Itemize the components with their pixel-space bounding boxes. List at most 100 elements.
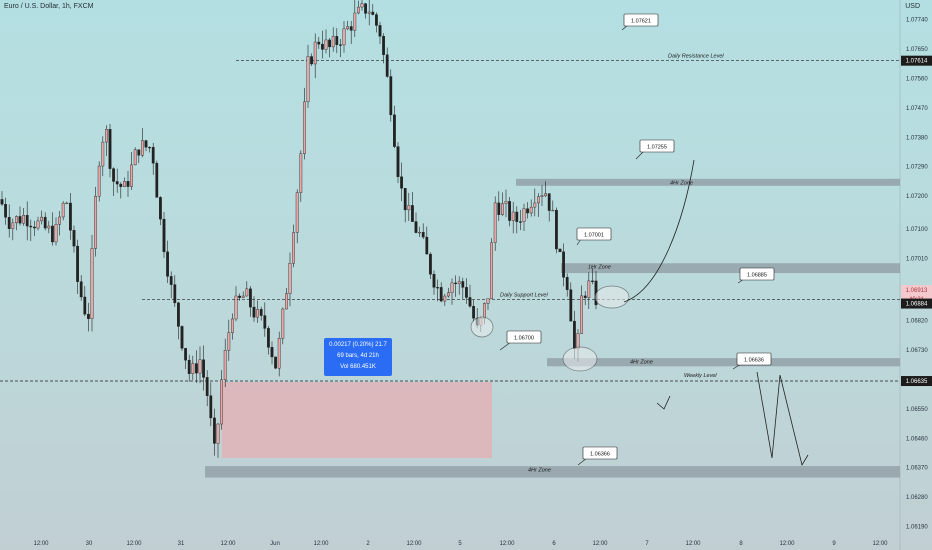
callout-label: 1.06885 <box>747 273 767 279</box>
candle-body <box>68 202 72 231</box>
y-tick-label: 1.06730 <box>906 348 928 354</box>
zone-rect <box>561 263 900 274</box>
candle-body <box>493 202 497 243</box>
x-tick-label: 31 <box>178 541 185 547</box>
y-tick-label: 1.07010 <box>906 256 928 262</box>
candle-body <box>25 215 29 227</box>
candle-body <box>450 282 454 293</box>
candle-body <box>587 280 591 298</box>
candle-body <box>86 313 90 319</box>
candle-body <box>331 36 335 48</box>
candle-body <box>241 295 245 298</box>
candle-body <box>227 332 231 351</box>
x-tick-label: 12:00 <box>779 541 795 547</box>
candle-body <box>7 217 11 229</box>
zone-rect <box>205 466 900 478</box>
candle-body <box>385 54 389 77</box>
candle-body <box>22 215 25 224</box>
candle-body <box>432 273 436 288</box>
candle-body <box>357 6 360 14</box>
zone-label: 4Hr Zone <box>670 180 693 186</box>
candle-body <box>220 379 223 425</box>
candle-body <box>490 242 493 299</box>
candle-body <box>429 253 432 275</box>
candle-body <box>151 147 155 164</box>
x-tick-label: 12:00 <box>406 541 422 547</box>
candle-body <box>169 276 173 285</box>
x-tick-label: Jun <box>270 541 280 547</box>
y-tick-label: 1.07290 <box>906 165 928 171</box>
candle-body <box>18 216 22 224</box>
candle-body <box>403 188 407 211</box>
candle-body <box>436 287 439 289</box>
candle-body <box>126 181 130 187</box>
y-tick-label: 1.06280 <box>906 495 928 501</box>
candle-body <box>101 141 105 167</box>
zone-label: 4Hr Zone <box>528 468 551 474</box>
candle-body <box>389 76 393 116</box>
candle-body <box>580 295 584 334</box>
candle-body <box>216 423 220 444</box>
callout-label: 1.07255 <box>647 145 667 151</box>
candle-body <box>223 350 227 380</box>
candle-body <box>130 164 133 187</box>
x-tick-label: 9 <box>832 541 836 547</box>
candle-body <box>522 208 526 222</box>
candle-body <box>155 162 159 198</box>
candle-body <box>158 197 162 220</box>
candle-body <box>61 202 65 218</box>
candle-body <box>33 226 36 229</box>
y-tick-label: 1.06190 <box>906 525 928 531</box>
checkmark-drawing <box>656 395 671 410</box>
candle-body <box>335 36 339 45</box>
candle-body <box>457 281 461 285</box>
candle-body <box>299 153 303 193</box>
candle-body <box>508 201 511 221</box>
forecast-curve <box>623 159 695 303</box>
candle-body <box>364 3 367 14</box>
candle-body <box>303 101 306 154</box>
zone-label: 4Hr Zone <box>630 360 653 366</box>
candle-body <box>339 44 342 46</box>
candle-body <box>191 363 195 374</box>
x-tick-label: 6 <box>552 541 556 547</box>
candle-body <box>353 12 357 31</box>
highlight-ellipse <box>594 285 630 309</box>
y-tick-label: 1.07200 <box>906 194 928 200</box>
x-tick-label: 7 <box>645 541 649 547</box>
highlight-ellipse <box>470 316 494 338</box>
candle-body <box>472 305 475 319</box>
x-tick-label: 12:00 <box>313 541 329 547</box>
callout-label: 1.06700 <box>514 336 534 342</box>
y-tick-label: 1.06460 <box>906 436 928 442</box>
price-tag-label: 1.06884 <box>906 302 928 308</box>
forecast-zigzag <box>756 371 809 467</box>
x-tick-label: 12:00 <box>33 541 49 547</box>
price-tag <box>901 298 932 309</box>
candle-body <box>576 333 580 349</box>
x-tick-label: 12:00 <box>872 541 888 547</box>
candle-body <box>537 196 540 204</box>
candle-body <box>555 209 558 250</box>
candle-body <box>176 302 180 327</box>
candle-body <box>421 231 425 238</box>
candle-body <box>122 181 126 187</box>
level-label: Daily Resistance Level <box>668 54 724 60</box>
x-tick-label: 12:00 <box>220 541 236 547</box>
candle-body <box>501 203 504 215</box>
candle-body <box>497 202 501 215</box>
candle-body <box>411 205 414 222</box>
candle-body <box>281 308 285 339</box>
measure-line-2: 69 bars, 4d 21h <box>337 353 379 359</box>
callout-box <box>506 330 542 344</box>
candle-body <box>533 202 537 208</box>
candle-body <box>115 181 119 185</box>
y-tick-label: 1.07380 <box>906 135 928 141</box>
candle-body <box>425 236 429 255</box>
x-tick-label: 8 <box>739 541 743 547</box>
candle-body <box>551 209 555 212</box>
candle-body <box>515 211 519 222</box>
candle-body <box>400 176 403 189</box>
